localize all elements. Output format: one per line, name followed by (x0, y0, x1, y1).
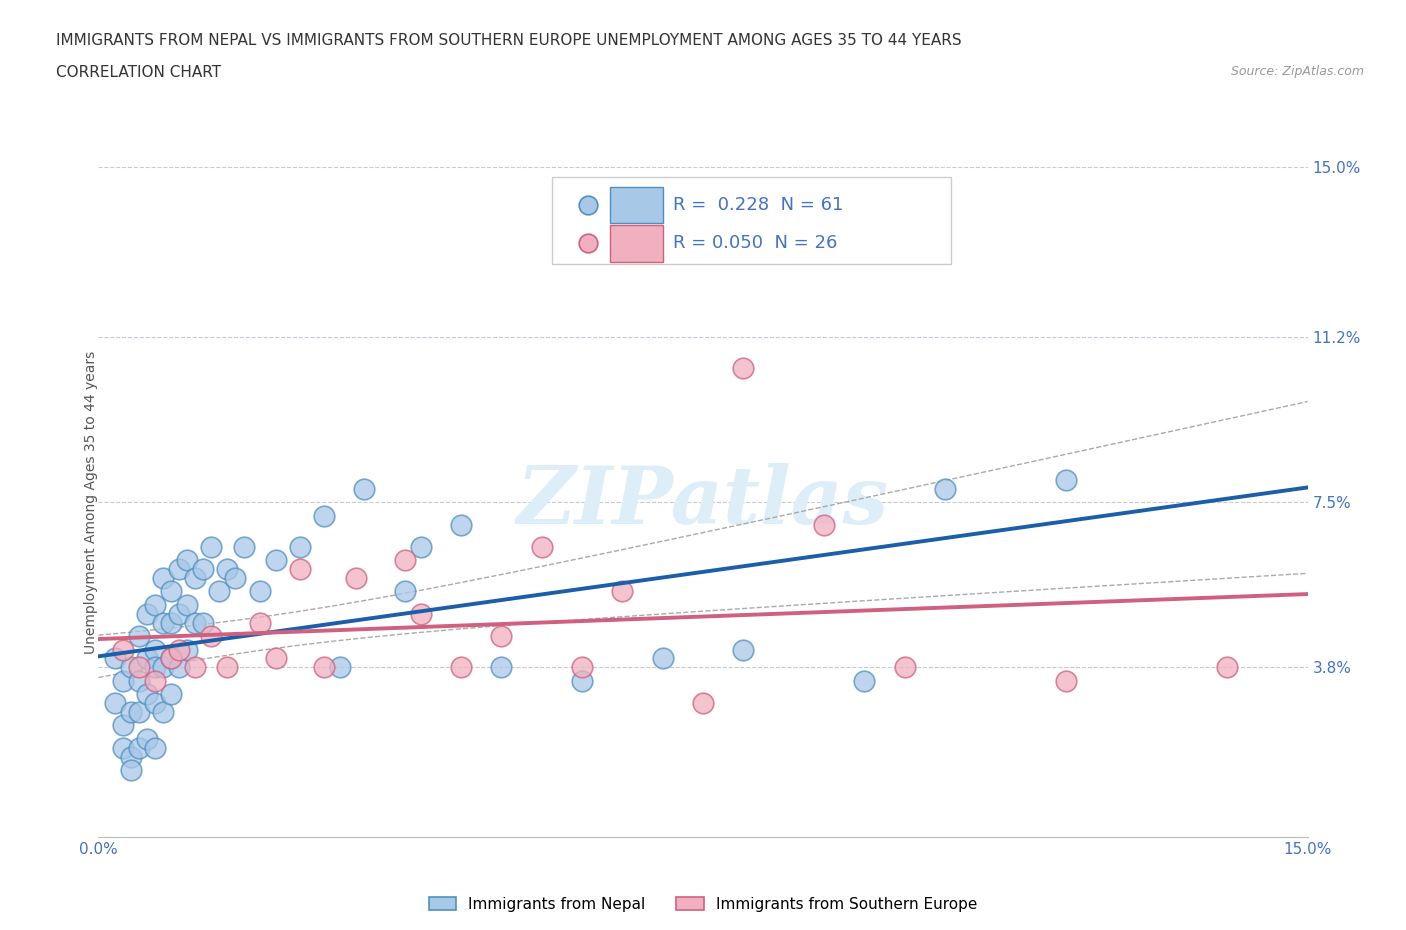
Text: ZIPatlas: ZIPatlas (517, 463, 889, 541)
Point (249, 616, 271, 631)
Point (184, 616, 207, 631)
Point (450, 660, 472, 675)
Point (135, 606, 157, 621)
Point (314, 508, 336, 523)
Point (135, 686, 157, 701)
Point (224, 571, 246, 586)
Point (128, 660, 150, 675)
Point (217, 660, 239, 675)
Point (193, 562, 215, 577)
Point (176, 597, 198, 612)
Point (200, 629, 222, 644)
Point (314, 660, 336, 675)
Point (143, 597, 166, 612)
Point (264, 552, 287, 567)
Legend: Immigrants from Nepal, Immigrants from Southern Europe: Immigrants from Nepal, Immigrants from S… (423, 890, 983, 918)
Point (353, 482, 375, 497)
Point (571, 660, 593, 675)
Text: IMMIGRANTS FROM NEPAL VS IMMIGRANTS FROM SOUTHERN EUROPE UNEMPLOYMENT AMONG AGES: IMMIGRANTS FROM NEPAL VS IMMIGRANTS FROM… (56, 33, 962, 47)
Point (160, 651, 183, 666)
Point (160, 584, 183, 599)
Point (128, 740, 150, 755)
Point (692, 696, 714, 711)
FancyBboxPatch shape (551, 178, 950, 264)
Point (893, 660, 915, 675)
Point (167, 660, 190, 675)
Point (288, 539, 311, 554)
Point (160, 686, 183, 701)
Point (450, 517, 472, 532)
Point (143, 740, 166, 755)
Point (143, 642, 166, 657)
Point (160, 651, 183, 666)
Point (934, 482, 956, 497)
Point (120, 750, 142, 764)
Point (111, 642, 134, 657)
Point (160, 616, 183, 631)
Point (111, 673, 134, 688)
Point (409, 606, 432, 621)
Point (409, 539, 432, 554)
Point (733, 361, 755, 376)
Point (103, 696, 125, 711)
Point (232, 539, 254, 554)
Point (103, 651, 125, 666)
Point (344, 571, 367, 586)
Point (491, 629, 513, 644)
Point (143, 673, 166, 688)
Point (135, 731, 157, 746)
Point (208, 584, 231, 599)
Point (184, 571, 207, 586)
Point (128, 705, 150, 720)
Point (152, 571, 174, 586)
Point (733, 642, 755, 657)
Point (217, 562, 239, 577)
Point (853, 673, 876, 688)
Point (394, 584, 416, 599)
Point (111, 740, 134, 755)
Point (491, 660, 513, 675)
Text: Source: ZipAtlas.com: Source: ZipAtlas.com (1230, 65, 1364, 78)
Text: R =  0.228  N = 61: R = 0.228 N = 61 (672, 196, 844, 214)
Point (128, 673, 150, 688)
Point (135, 651, 157, 666)
Point (394, 552, 416, 567)
Point (813, 517, 835, 532)
Point (1216, 660, 1239, 675)
Point (200, 539, 222, 554)
Point (612, 584, 634, 599)
Point (120, 660, 142, 675)
Point (176, 552, 198, 567)
Point (288, 562, 311, 577)
Point (152, 705, 174, 720)
Point (329, 660, 352, 675)
Point (120, 705, 142, 720)
Point (143, 696, 166, 711)
Point (264, 651, 287, 666)
Point (152, 660, 174, 675)
Text: CORRELATION CHART: CORRELATION CHART (56, 65, 221, 80)
Point (249, 584, 271, 599)
Point (167, 642, 190, 657)
Point (1054, 472, 1077, 487)
Point (111, 718, 134, 733)
Point (184, 660, 207, 675)
Point (120, 763, 142, 777)
Point (152, 616, 174, 631)
Point (1054, 673, 1077, 688)
Point (651, 651, 673, 666)
Point (167, 562, 190, 577)
Point (176, 642, 198, 657)
Point (128, 629, 150, 644)
FancyBboxPatch shape (610, 187, 664, 223)
Point (193, 616, 215, 631)
Point (530, 539, 553, 554)
Text: R = 0.050  N = 26: R = 0.050 N = 26 (672, 234, 837, 252)
FancyBboxPatch shape (610, 225, 664, 261)
Point (571, 673, 593, 688)
Point (143, 660, 166, 675)
Y-axis label: Unemployment Among Ages 35 to 44 years: Unemployment Among Ages 35 to 44 years (84, 351, 98, 654)
Point (167, 606, 190, 621)
